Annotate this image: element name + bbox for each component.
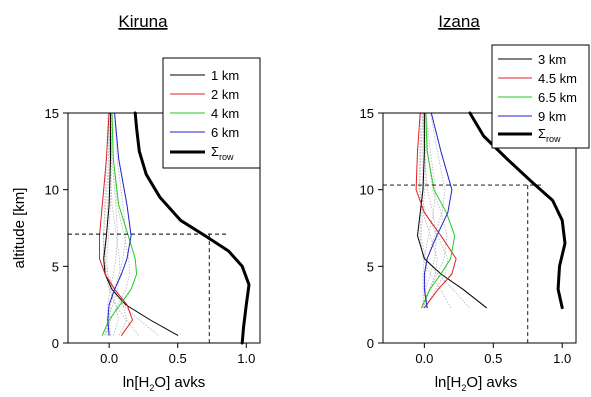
x-tick-label: 0.5 — [484, 351, 502, 366]
x-tick-label: 0.0 — [415, 351, 433, 366]
dotted-profiles — [104, 113, 159, 335]
dashed-crosshair — [68, 234, 228, 343]
x-tick-label: 0.5 — [169, 351, 187, 366]
y-tick-label: 0 — [367, 336, 374, 351]
y-tick-label: 15 — [360, 106, 374, 121]
legend-label-6km: 6 km — [211, 125, 239, 140]
panel-title: Izana — [438, 12, 480, 31]
x-axis-label: ln[H2O] avks — [123, 374, 206, 393]
x-tick-label: 1.0 — [237, 351, 255, 366]
legend-label-4km: 4 km — [211, 106, 239, 121]
x-tick-label: 1.0 — [553, 351, 571, 366]
legend-label-2km: 2 km — [211, 87, 239, 102]
panel-izana: Izana 0.0 0.5 1.0 0 5 10 15 ln[H2O] avks 3 km … — [360, 12, 589, 393]
dotted-profile — [419, 113, 437, 308]
y-tick-label: 10 — [45, 183, 59, 198]
legend-label-1km: 1 km — [211, 68, 239, 83]
y-tick-label: 10 — [360, 183, 374, 198]
legend-label-9km: 9 km — [538, 109, 566, 124]
y-tick-label: 5 — [367, 259, 374, 274]
x-axis-label: ln[H2O] avks — [435, 374, 518, 393]
legend: 3 km 4.5 km 6.5 km 9 km Σrow — [492, 45, 589, 148]
x-tick-label: 0.0 — [100, 351, 118, 366]
legend-label-3km: 3 km — [538, 52, 566, 67]
panel-title: Kiruna — [118, 12, 168, 31]
dashed-crosshair — [383, 185, 544, 343]
y-tick-label: 5 — [52, 259, 59, 274]
legend-label-4.5km: 4.5 km — [538, 71, 577, 86]
y-tick-label: 0 — [52, 336, 59, 351]
legend: 1 km 2 km 4 km 6 km Σrow — [163, 58, 260, 168]
y-axis-label: altitude [km] — [11, 188, 28, 269]
panel-kiruna: Kiruna 0.0 0.5 1.0 0 5 10 15 altitude [km] ln[… — [11, 12, 260, 393]
legend-label-6.5km: 6.5 km — [538, 90, 577, 105]
dotted-profile — [107, 113, 159, 335]
y-tick-label: 15 — [45, 106, 59, 121]
